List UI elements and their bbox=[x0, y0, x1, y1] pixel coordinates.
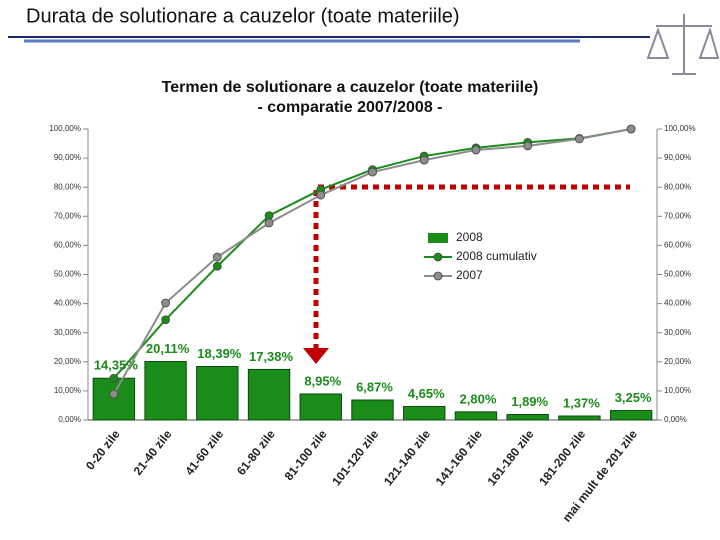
chart-title: Termen de solutionare a cauzelor (toate … bbox=[162, 79, 539, 96]
value-label: 1,37% bbox=[563, 395, 600, 410]
value-label: 3,25% bbox=[615, 390, 652, 405]
point bbox=[368, 167, 377, 177]
y-tick-label: 20,00% bbox=[54, 357, 81, 366]
y2-tick-label: 80,00% bbox=[664, 182, 691, 191]
legend-label: 2007 bbox=[456, 268, 483, 282]
point bbox=[161, 298, 170, 308]
annotation-arrow bbox=[313, 184, 630, 348]
point bbox=[523, 141, 533, 151]
x-tick-label: 61-80 zile bbox=[234, 427, 278, 478]
point bbox=[212, 252, 222, 262]
y2-tick-label: 50,00% bbox=[664, 270, 691, 279]
legend-label: 2008 bbox=[456, 230, 483, 244]
bar bbox=[558, 415, 601, 421]
y2-tick-label: 30,00% bbox=[664, 328, 691, 337]
y-tick-label: 100,00% bbox=[49, 124, 81, 133]
x-tick-label: 41-60 zile bbox=[182, 427, 226, 478]
x-tick-label: 161-180 zile bbox=[484, 427, 536, 488]
chart-subtitle: - comparatie 2007/2008 - bbox=[258, 99, 443, 116]
y2-tick-label: 0,00% bbox=[664, 415, 687, 424]
legend-label: 2008 cumulativ bbox=[456, 249, 537, 263]
point bbox=[109, 373, 119, 383]
x-tick-label: 101-120 zile bbox=[329, 427, 381, 488]
bar bbox=[92, 377, 136, 421]
value-label: 8,95% bbox=[304, 373, 341, 388]
y2-tick-label: 60,00% bbox=[664, 241, 691, 250]
value-label: 20,11% bbox=[146, 341, 190, 356]
point bbox=[419, 155, 429, 165]
bar bbox=[351, 399, 394, 421]
x-tick-label: 81-100 zile bbox=[282, 427, 330, 483]
y2-tick-label: 40,00% bbox=[664, 299, 691, 308]
y-tick-label: 60,00% bbox=[54, 241, 81, 250]
x-tick-label: 181-200 zile bbox=[536, 427, 588, 488]
y-tick-label: 30,00% bbox=[54, 328, 81, 337]
legend-swatch bbox=[433, 271, 443, 281]
point bbox=[264, 211, 274, 221]
y-tick-label: 0,00% bbox=[58, 415, 81, 424]
y2-tick-label: 100,00% bbox=[664, 124, 696, 133]
x-tick-label: 21-40 zile bbox=[131, 427, 175, 478]
point bbox=[471, 145, 481, 155]
bar bbox=[454, 411, 498, 421]
y-tick-label: 80,00% bbox=[54, 182, 81, 191]
point bbox=[212, 261, 222, 271]
y2-tick-label: 20,00% bbox=[664, 357, 691, 366]
bar bbox=[403, 405, 446, 421]
y-tick-label: 40,00% bbox=[54, 299, 81, 308]
x-tick-label: 0-20 zile bbox=[83, 427, 123, 473]
point bbox=[316, 190, 326, 200]
y2-tick-label: 90,00% bbox=[664, 153, 691, 162]
value-label: 6,87% bbox=[356, 379, 393, 394]
y-tick-label: 50,00% bbox=[54, 270, 81, 279]
value-label: 17,38% bbox=[249, 349, 294, 364]
value-label: 1,89% bbox=[511, 394, 548, 409]
x-tick-label: 141-160 zile bbox=[433, 427, 485, 488]
point bbox=[264, 218, 274, 228]
y-tick-label: 70,00% bbox=[54, 211, 81, 220]
legend-swatch bbox=[433, 252, 443, 262]
bar bbox=[299, 393, 342, 421]
y-tick-label: 90,00% bbox=[54, 153, 81, 162]
y-tick-label: 10,00% bbox=[54, 386, 81, 395]
value-label: 2,80% bbox=[460, 391, 497, 406]
x-tick-label: 121-140 zile bbox=[381, 427, 433, 488]
y2-tick-label: 70,00% bbox=[664, 211, 691, 220]
point bbox=[109, 389, 119, 399]
balance-icon bbox=[646, 14, 720, 75]
legend-swatch bbox=[428, 233, 448, 243]
bar bbox=[247, 368, 291, 421]
annotation-arrowhead bbox=[303, 348, 329, 364]
bar bbox=[196, 365, 239, 421]
bar bbox=[144, 360, 187, 421]
value-label: 4,65% bbox=[408, 386, 445, 401]
value-label: 14,35% bbox=[94, 358, 139, 373]
point bbox=[626, 124, 636, 134]
value-label: 18,39% bbox=[197, 346, 242, 361]
slide-title: Durata de solutionare a cauzelor (toate … bbox=[26, 5, 460, 27]
bar bbox=[609, 410, 653, 421]
point bbox=[161, 315, 170, 325]
y2-tick-label: 10,00% bbox=[664, 386, 691, 395]
bar bbox=[506, 414, 549, 421]
point bbox=[575, 134, 584, 144]
